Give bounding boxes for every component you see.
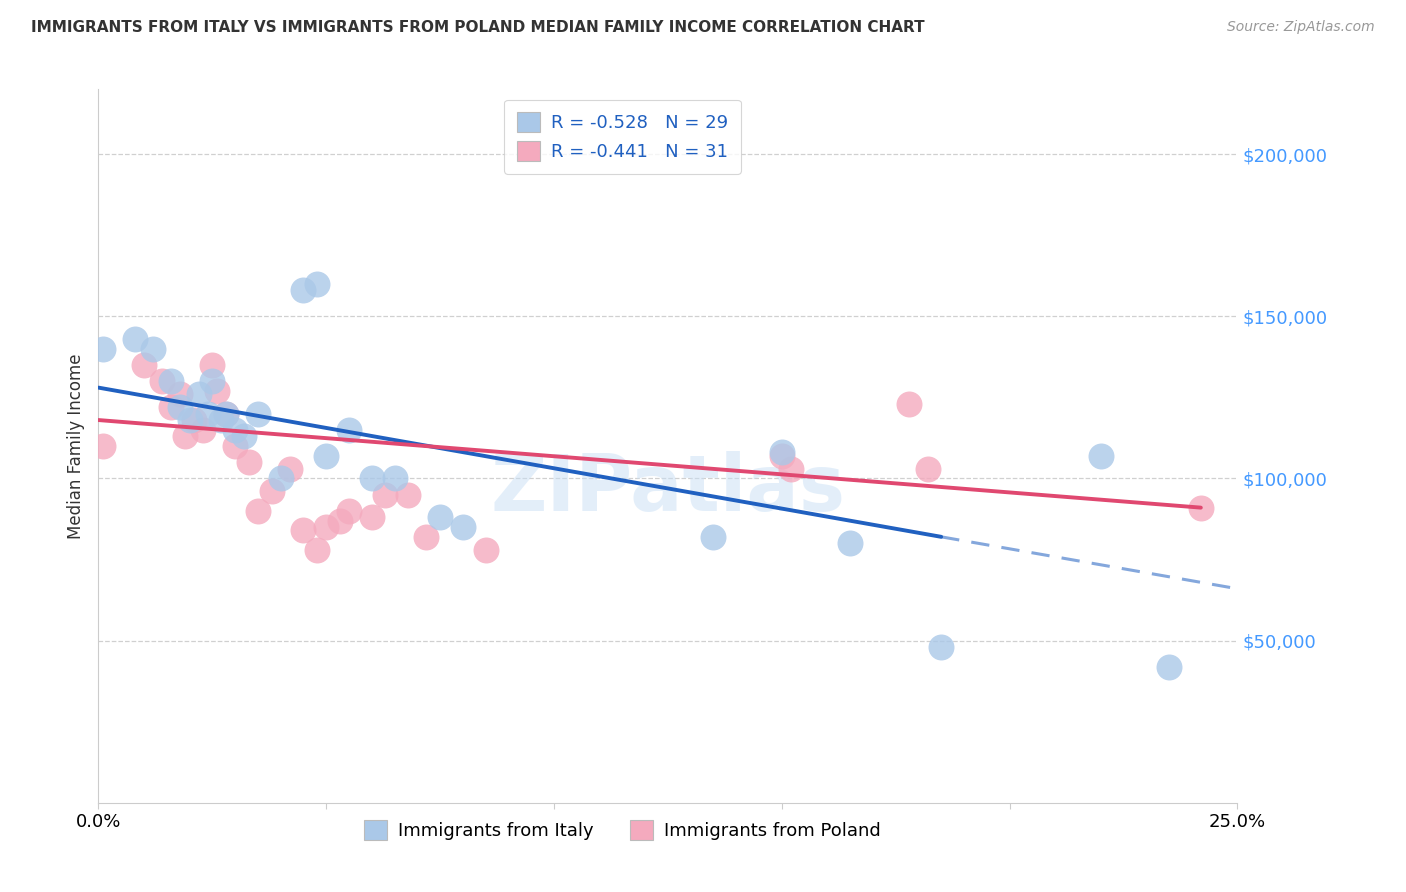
Point xyxy=(246,407,269,421)
Point xyxy=(238,455,260,469)
Point xyxy=(187,387,209,401)
Point xyxy=(839,536,862,550)
Point xyxy=(193,423,215,437)
Point xyxy=(132,358,155,372)
Point xyxy=(770,449,793,463)
Point xyxy=(779,461,801,475)
Point xyxy=(160,400,183,414)
Point xyxy=(201,358,224,372)
Point xyxy=(169,387,191,401)
Point xyxy=(179,413,201,427)
Point xyxy=(142,342,165,356)
Point xyxy=(150,374,173,388)
Point xyxy=(384,471,406,485)
Point xyxy=(474,542,496,557)
Point xyxy=(337,423,360,437)
Point xyxy=(224,423,246,437)
Point xyxy=(246,504,269,518)
Point xyxy=(329,514,352,528)
Point xyxy=(183,413,205,427)
Point xyxy=(929,640,952,654)
Point xyxy=(215,407,238,421)
Point xyxy=(1189,500,1212,515)
Point xyxy=(215,407,238,421)
Point xyxy=(337,504,360,518)
Point xyxy=(260,484,283,499)
Point xyxy=(307,277,329,291)
Point xyxy=(307,542,329,557)
Point xyxy=(169,400,191,414)
Text: IMMIGRANTS FROM ITALY VS IMMIGRANTS FROM POLAND MEDIAN FAMILY INCOME CORRELATION: IMMIGRANTS FROM ITALY VS IMMIGRANTS FROM… xyxy=(31,20,925,35)
Point xyxy=(451,520,474,534)
Point xyxy=(160,374,183,388)
Point xyxy=(91,342,114,356)
Point xyxy=(898,397,921,411)
Point xyxy=(415,530,437,544)
Text: Source: ZipAtlas.com: Source: ZipAtlas.com xyxy=(1227,20,1375,34)
Point xyxy=(1157,659,1180,673)
Text: ZIPatlas: ZIPatlas xyxy=(491,450,845,527)
Point xyxy=(292,283,315,297)
Point xyxy=(315,449,337,463)
Point xyxy=(224,439,246,453)
Point xyxy=(205,384,228,398)
Point xyxy=(270,471,292,485)
Point xyxy=(233,429,256,443)
Point xyxy=(429,510,451,524)
Point xyxy=(770,445,793,459)
Point xyxy=(124,332,146,346)
Point xyxy=(91,439,114,453)
Legend: Immigrants from Italy, Immigrants from Poland: Immigrants from Italy, Immigrants from P… xyxy=(357,813,889,847)
Y-axis label: Median Family Income: Median Family Income xyxy=(66,353,84,539)
Point xyxy=(278,461,301,475)
Point xyxy=(360,471,382,485)
Point xyxy=(174,429,197,443)
Point xyxy=(292,524,315,538)
Point xyxy=(1090,449,1112,463)
Point xyxy=(396,488,419,502)
Point xyxy=(374,488,396,502)
Point xyxy=(917,461,939,475)
Point xyxy=(360,510,382,524)
Point xyxy=(209,413,232,427)
Point xyxy=(315,520,337,534)
Point xyxy=(197,407,219,421)
Point xyxy=(702,530,724,544)
Point xyxy=(201,374,224,388)
